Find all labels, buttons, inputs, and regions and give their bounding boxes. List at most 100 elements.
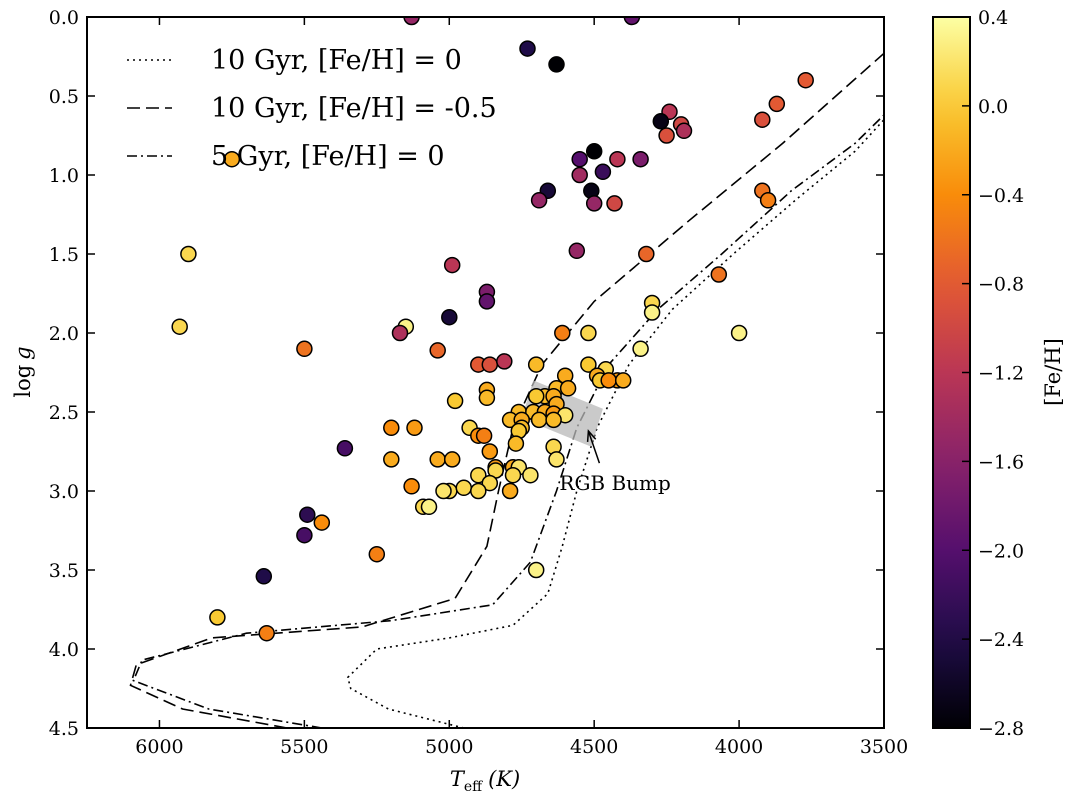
star-point <box>481 474 499 492</box>
x-tick-label: 5500 <box>280 736 328 758</box>
x-tick-label: 3500 <box>860 736 908 758</box>
x-axis-title: Teff (K) <box>450 767 520 795</box>
annotation-arrow <box>587 430 601 464</box>
star-point <box>429 342 446 359</box>
star-point <box>446 392 464 410</box>
legend-label-2: 10 Gyr, [Fe/H] = -0.5 <box>211 93 497 124</box>
star-point <box>470 466 487 484</box>
star-point <box>478 293 496 310</box>
x-tick-label: 4500 <box>570 736 618 758</box>
y-tick-label: 2.0 <box>49 323 79 345</box>
y-tick-label: 4.0 <box>49 639 79 661</box>
legend-label-1: 10 Gyr, [Fe/H] = 0 <box>211 45 462 76</box>
y-axis-ticks: 0.0 0.5 1.0 1.5 2.0 2.5 3.0 3.5 4.0 4.5 <box>49 7 884 740</box>
star-point <box>568 242 586 260</box>
star-point <box>296 340 313 358</box>
star-point <box>652 113 670 130</box>
star-point <box>296 526 313 544</box>
star-point <box>580 356 597 373</box>
star-point <box>527 561 545 579</box>
star-point <box>255 568 273 585</box>
star-point <box>548 56 565 73</box>
colorbar-tick-label: 0.4 <box>978 7 1008 29</box>
star-point <box>710 266 728 283</box>
y-tick-label: 4.5 <box>49 718 79 740</box>
star-point <box>580 324 597 342</box>
legend-label-3: 5 Gyr, [Fe/H] = 0 <box>211 141 445 172</box>
x-tick-label: 6000 <box>135 736 183 758</box>
colorbar-tick-label: −1.6 <box>978 451 1024 473</box>
star-point <box>403 17 420 26</box>
star-point <box>600 372 617 389</box>
y-tick-label: 0.0 <box>49 7 79 29</box>
y-tick-label: 1.5 <box>49 244 79 266</box>
legend: 10 Gyr, [Fe/H] = 0 10 Gyr, [Fe/H] = -0.5 5… <box>127 45 497 172</box>
star-point <box>209 609 226 626</box>
star-point <box>429 451 446 468</box>
colorbar-tick-label: −0.4 <box>978 185 1024 207</box>
colorbar: 0.4 0.0 −0.4 −0.8 −1.2 −1.6 −2.0 −2.4 −2.8 [Fe/H… <box>932 7 1065 740</box>
isochrone-layer <box>129 52 884 728</box>
y-tick-label: 2.5 <box>49 402 79 424</box>
star-point <box>548 451 565 468</box>
star-point <box>585 195 603 212</box>
star-point <box>313 514 331 531</box>
star-point <box>299 506 316 523</box>
star-point <box>527 356 545 373</box>
star-point <box>632 340 649 358</box>
star-point <box>504 466 522 484</box>
star-point <box>609 150 626 168</box>
star-point <box>403 478 420 495</box>
star-point <box>527 387 545 405</box>
star-point <box>180 245 197 263</box>
star-point <box>559 380 577 397</box>
star-point <box>519 40 536 57</box>
colorbar-tick-label: 0.0 <box>978 96 1008 118</box>
star-point <box>406 419 423 437</box>
star-point <box>638 245 655 263</box>
star-point <box>501 482 519 500</box>
y-axis-title: logg <box>11 346 35 397</box>
star-point <box>420 498 438 516</box>
star-point <box>481 443 499 460</box>
star-point <box>441 308 458 326</box>
star-point <box>475 427 493 444</box>
star-point <box>258 624 275 642</box>
y-tick-label: 3.5 <box>49 560 79 582</box>
y-tick-label: 0.5 <box>49 86 79 108</box>
star-point <box>554 324 571 342</box>
plot-background <box>87 17 884 728</box>
annotation-arrow-head <box>586 429 597 442</box>
x-tick-label: 5000 <box>425 736 473 758</box>
colorbar-tick-label: −0.8 <box>978 274 1024 296</box>
colorbar-tick-label: −1.2 <box>978 363 1024 385</box>
star-point <box>455 479 473 497</box>
star-point <box>675 122 693 140</box>
star-point <box>759 192 777 209</box>
star-point <box>643 304 661 321</box>
isochrone-line-2 <box>129 52 884 728</box>
star-point <box>730 324 748 342</box>
star-point <box>336 440 354 457</box>
star-point <box>383 451 400 468</box>
star-point <box>632 150 649 168</box>
plot-area: 6000 5500 5000 4500 4000 3500 0.0 0.5 1.0 1.5 2.0… <box>49 7 908 758</box>
star-point <box>530 192 548 209</box>
rgb-bump-annotation: RGB Bump <box>559 429 671 495</box>
star-point <box>507 435 525 452</box>
star-point <box>614 372 632 389</box>
star-point <box>223 150 241 168</box>
star-point <box>606 195 623 212</box>
star-point <box>623 17 641 26</box>
x-axis-ticks: 6000 5500 5000 4500 4000 3500 <box>135 17 908 758</box>
star-point <box>383 419 400 437</box>
star-point <box>443 451 461 468</box>
star-point <box>571 166 588 184</box>
star-point <box>522 466 539 484</box>
colorbar-title: [Fe/H] <box>1041 338 1065 406</box>
star-point <box>768 95 786 113</box>
star-point <box>391 324 409 342</box>
colorbar-ticks: 0.4 0.0 −0.4 −0.8 −1.2 −1.6 −2.0 −2.4 −2.8 <box>962 7 1024 740</box>
colorbar-tick-label: −2.8 <box>978 718 1024 740</box>
